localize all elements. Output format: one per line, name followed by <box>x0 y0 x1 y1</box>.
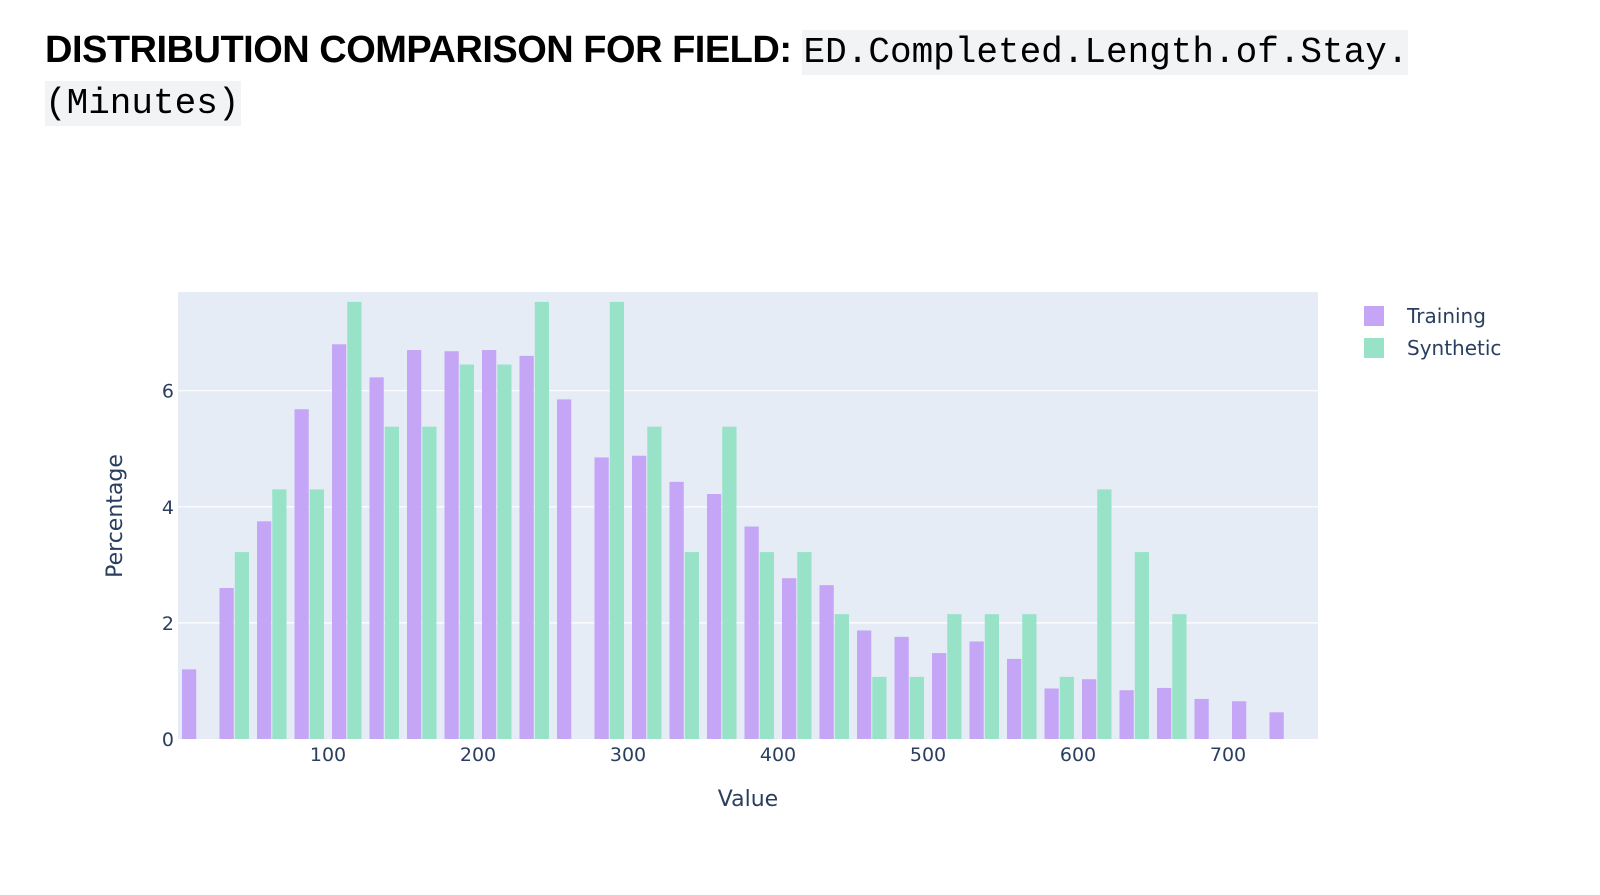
bar-synthetic[interactable] <box>909 676 924 739</box>
bar-synthetic[interactable] <box>234 552 249 739</box>
bar-synthetic[interactable] <box>722 426 737 739</box>
bar-synthetic[interactable] <box>1022 614 1037 739</box>
bar-training[interactable] <box>1119 690 1134 739</box>
bar-training[interactable] <box>257 521 272 739</box>
x-tick-label: 700 <box>1210 744 1246 766</box>
bar-training[interactable] <box>969 641 984 739</box>
bar-training[interactable] <box>1082 679 1097 739</box>
bar-synthetic[interactable] <box>347 301 362 739</box>
bar-training[interactable] <box>482 350 497 739</box>
bar-synthetic[interactable] <box>684 552 699 739</box>
x-tick-label: 300 <box>610 744 646 766</box>
x-tick-label: 400 <box>760 744 796 766</box>
x-tick-label: 600 <box>1060 744 1096 766</box>
bar-synthetic[interactable] <box>984 614 999 739</box>
y-axis-ticks: 0 2 4 6 <box>162 381 174 751</box>
y-tick-label: 6 <box>162 381 174 403</box>
bar-synthetic[interactable] <box>947 614 962 739</box>
legend-swatch-training[interactable] <box>1364 306 1384 326</box>
bar-training[interactable] <box>332 344 347 739</box>
y-tick-label: 0 <box>162 729 174 751</box>
page-title: DISTRIBUTION COMPARISON FOR FIELD: ED.Co… <box>45 26 1555 128</box>
bar-training[interactable] <box>294 409 309 739</box>
bar-synthetic[interactable] <box>497 364 512 739</box>
legend-label-training[interactable]: Training <box>1406 304 1486 328</box>
y-axis-title: Percentage <box>103 454 128 578</box>
bar-training[interactable] <box>1194 698 1209 739</box>
x-axis-title: Value <box>718 787 778 812</box>
x-tick-label: 200 <box>460 744 496 766</box>
bar-training[interactable] <box>407 350 422 739</box>
bar-synthetic[interactable] <box>384 426 399 739</box>
bar-synthetic[interactable] <box>647 426 662 739</box>
bar-synthetic[interactable] <box>459 364 474 739</box>
bar-training[interactable] <box>1157 687 1172 739</box>
legend-label-synthetic[interactable]: Synthetic <box>1407 336 1501 360</box>
bar-training[interactable] <box>782 578 797 739</box>
bars <box>182 301 1284 739</box>
bar-synthetic[interactable] <box>797 552 812 739</box>
bar-training[interactable] <box>594 457 609 739</box>
legend-swatch-synthetic[interactable] <box>1364 338 1384 358</box>
bar-training[interactable] <box>519 355 534 739</box>
bar-training[interactable] <box>744 526 759 739</box>
bar-synthetic[interactable] <box>1172 614 1187 739</box>
x-tick-label: 100 <box>310 744 346 766</box>
bar-training[interactable] <box>894 636 909 739</box>
bar-training[interactable] <box>1269 712 1284 739</box>
x-axis-ticks: 100 200 300 400 500 600 700 <box>310 744 1246 766</box>
bar-training[interactable] <box>557 399 572 739</box>
bar-synthetic[interactable] <box>759 552 774 739</box>
legend: Training Synthetic <box>1364 304 1501 360</box>
title-prefix: DISTRIBUTION COMPARISON FOR FIELD: <box>45 29 802 71</box>
bar-synthetic[interactable] <box>872 676 887 739</box>
bar-synthetic[interactable] <box>1059 676 1074 739</box>
bar-training[interactable] <box>632 455 647 739</box>
bar-synthetic[interactable] <box>534 301 549 739</box>
bar-training[interactable] <box>1044 688 1059 739</box>
bar-training[interactable] <box>1232 701 1247 739</box>
bar-training[interactable] <box>444 351 459 739</box>
bar-training[interactable] <box>369 377 384 739</box>
bar-training[interactable] <box>182 669 197 739</box>
bar-synthetic[interactable] <box>834 614 849 739</box>
x-tick-label: 500 <box>910 744 946 766</box>
bar-training[interactable] <box>669 481 684 739</box>
bar-synthetic[interactable] <box>422 426 437 739</box>
bar-training[interactable] <box>857 630 872 739</box>
bar-synthetic[interactable] <box>609 301 624 739</box>
y-tick-label: 4 <box>162 497 174 519</box>
bar-training[interactable] <box>707 494 722 739</box>
bar-synthetic[interactable] <box>309 489 324 739</box>
bar-training[interactable] <box>1007 658 1022 739</box>
bar-synthetic[interactable] <box>1097 489 1112 739</box>
y-tick-label: 2 <box>162 613 174 635</box>
bar-training[interactable] <box>219 588 234 739</box>
bar-training[interactable] <box>932 653 947 739</box>
bar-synthetic[interactable] <box>1134 552 1149 739</box>
bar-synthetic[interactable] <box>272 489 287 739</box>
bar-training[interactable] <box>819 585 834 739</box>
